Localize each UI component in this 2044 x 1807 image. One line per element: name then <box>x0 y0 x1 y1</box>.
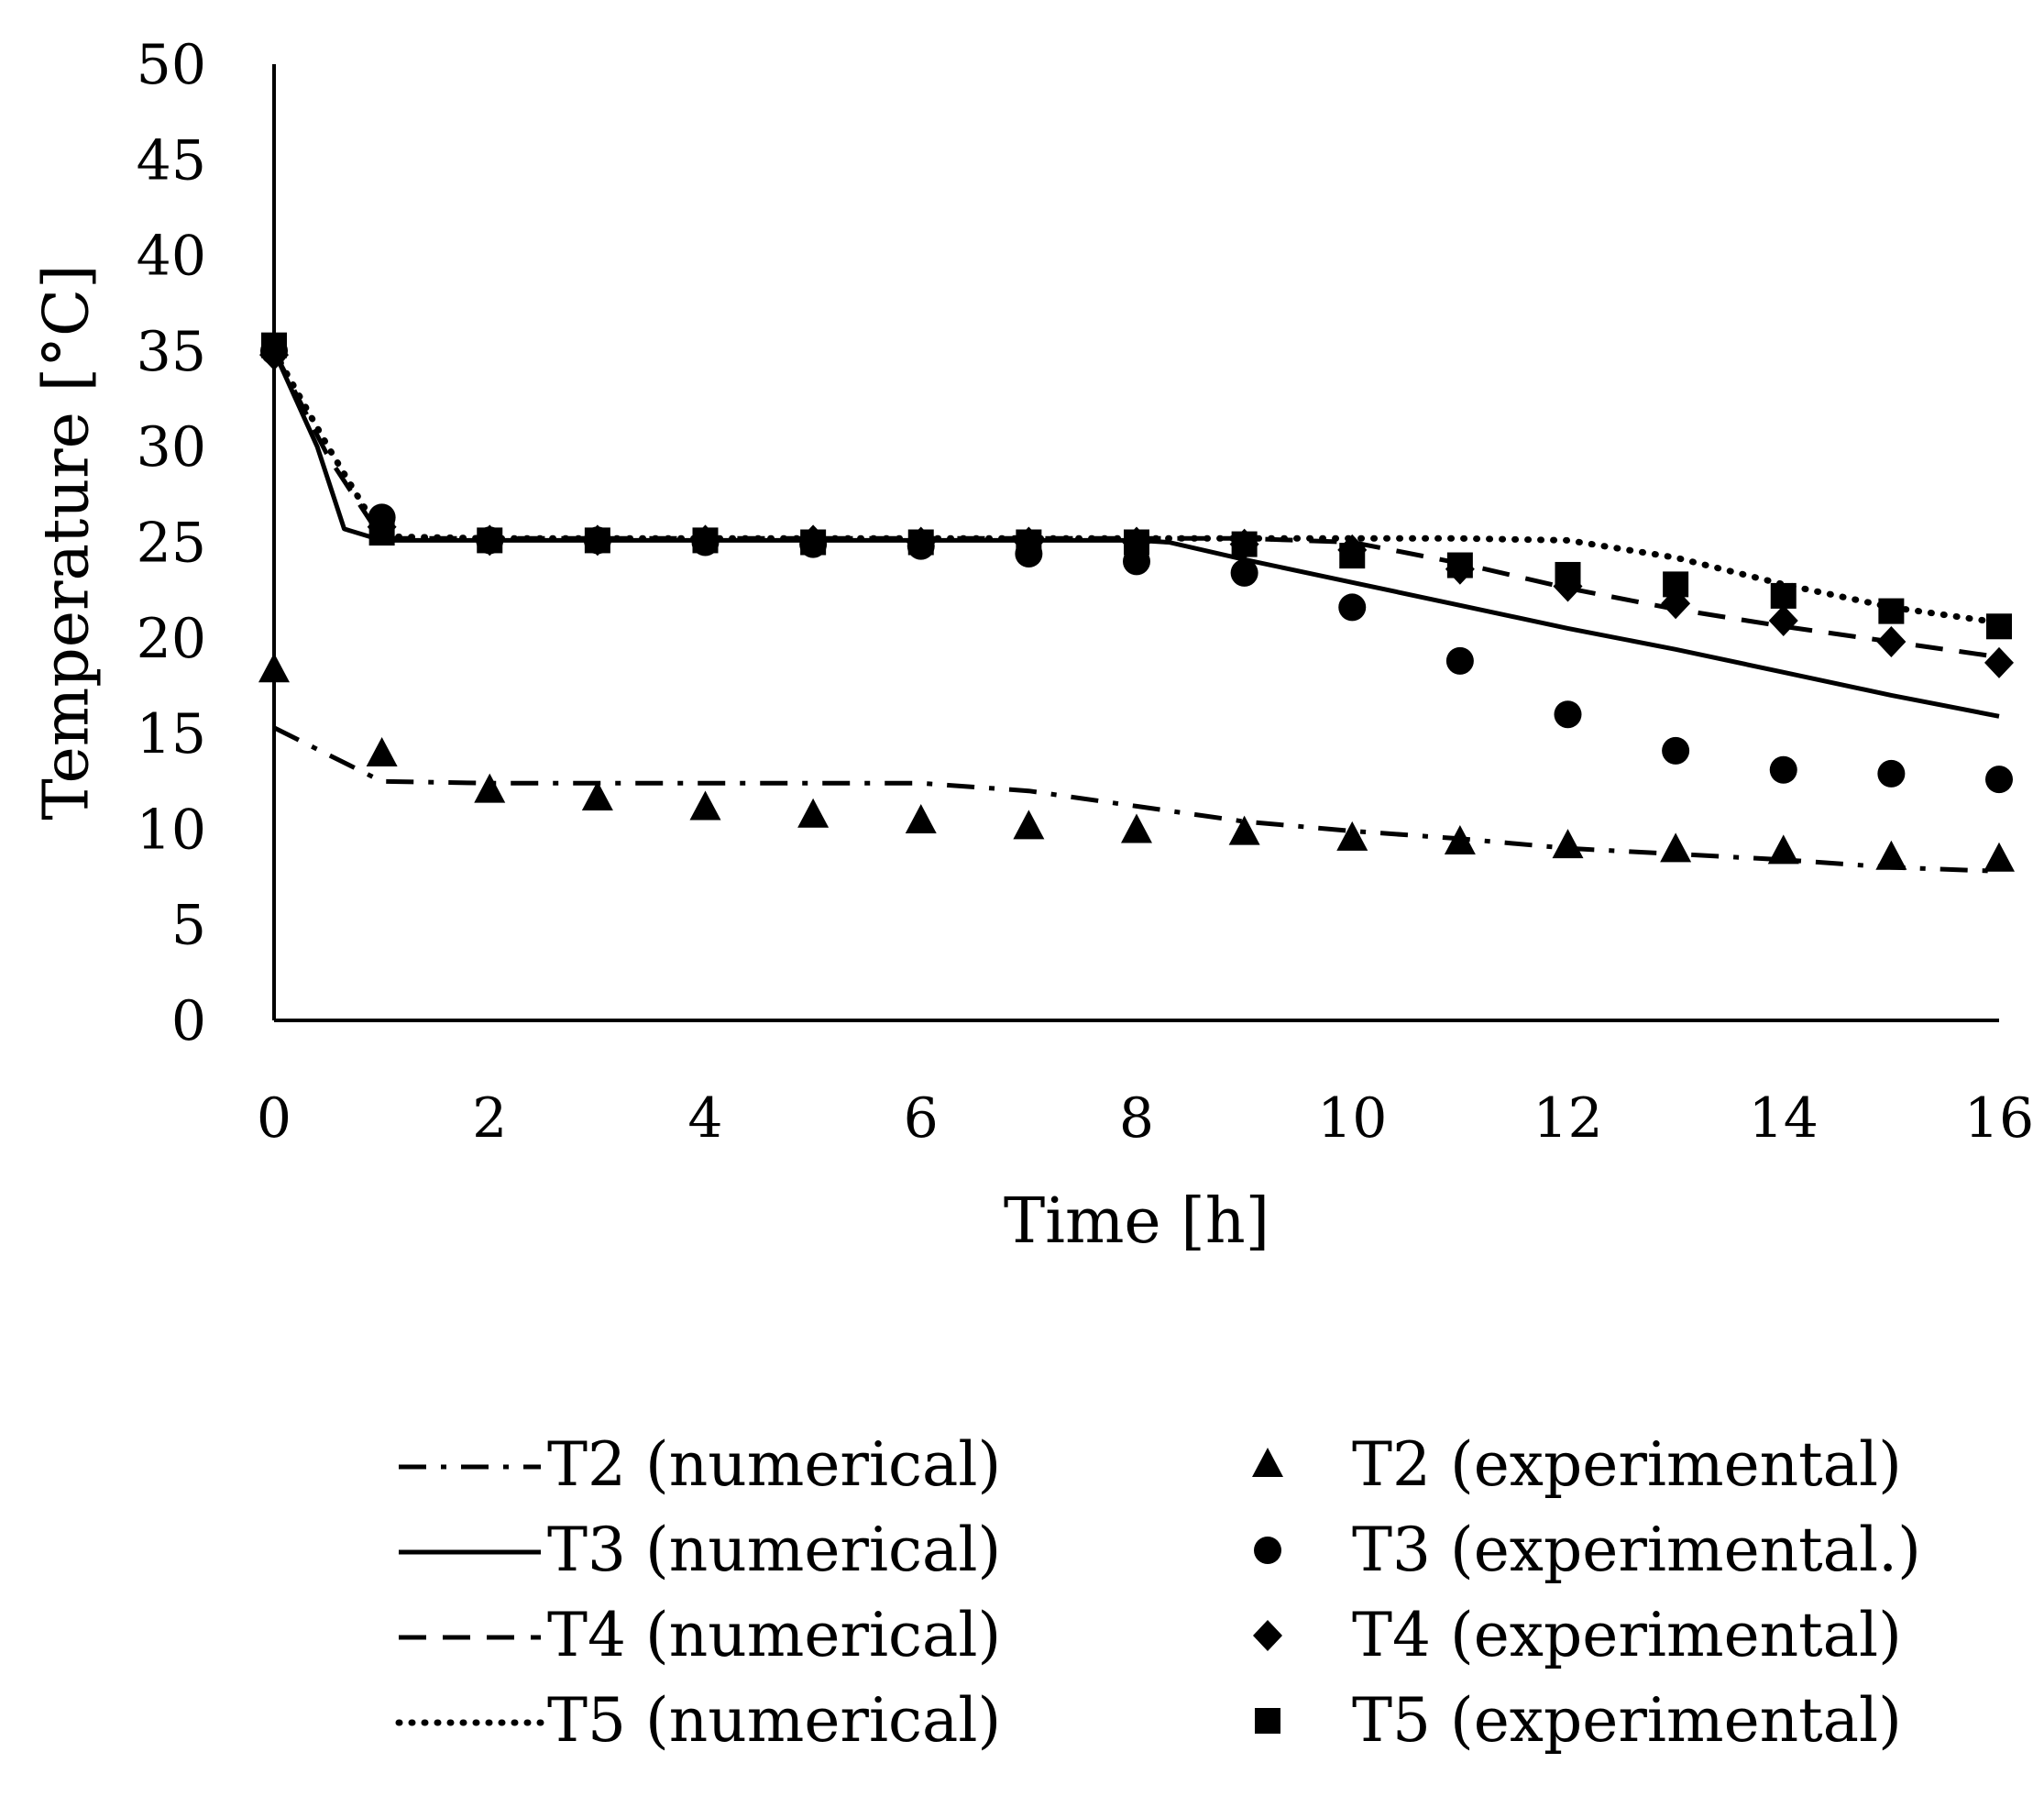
data-point-square <box>261 332 287 358</box>
data-point-triangle <box>1767 834 1799 865</box>
data-point-square <box>1555 561 1581 588</box>
data-point-circle <box>1230 558 1258 587</box>
legend-swatch-square <box>1255 1708 1280 1734</box>
y-tick-label: 20 <box>137 607 206 671</box>
legend-label: T5 (numerical) <box>547 1685 1001 1756</box>
legend-label: T2 (experimental) <box>1352 1429 1902 1500</box>
data-point-circle <box>1877 759 1906 788</box>
data-point-square <box>1446 552 1473 578</box>
data-point-square <box>692 527 719 554</box>
data-point-square <box>368 520 395 546</box>
x-axis-title: Time [h] <box>1004 1185 1269 1258</box>
data-point-square <box>1016 529 1042 556</box>
y-tick-labels: 0 5 10 15 20 25 30 35 40 45 50 <box>137 33 206 1053</box>
series-markers-t2-experimental <box>258 653 2015 872</box>
legend-swatch-circle <box>1254 1537 1281 1564</box>
y-tick-label: 40 <box>137 225 206 289</box>
data-point-square <box>1986 613 2012 640</box>
data-point-circle <box>1338 593 1367 622</box>
data-point-diamond <box>1768 605 1798 637</box>
data-point-diamond <box>1876 625 1907 657</box>
data-point-triangle <box>258 653 290 683</box>
legend-swatch-triangle <box>1252 1448 1283 1477</box>
data-point-square <box>1339 543 1366 569</box>
data-point-triangle <box>1984 842 2015 872</box>
y-tick-label: 10 <box>137 798 206 862</box>
data-point-diamond <box>1984 646 2014 678</box>
data-point-circle <box>1662 736 1690 765</box>
data-point-square <box>584 527 610 554</box>
data-point-triangle <box>905 804 937 834</box>
data-point-triangle <box>474 773 506 803</box>
data-point-triangle <box>366 737 398 767</box>
legend-label: T4 (numerical) <box>547 1600 1001 1670</box>
data-point-square <box>1124 529 1149 556</box>
data-point-triangle <box>1121 813 1152 843</box>
data-point-circle <box>1769 755 1797 784</box>
legend-label: T3 (experimental.) <box>1352 1515 1921 1585</box>
legend: T2 (numerical) T3 (numerical) T4 (numerica… <box>395 1429 1921 1756</box>
data-point-triangle <box>1444 825 1476 855</box>
data-point-triangle <box>581 781 613 811</box>
x-tick-label: 6 <box>904 1086 939 1151</box>
y-tick-label: 15 <box>137 702 206 766</box>
x-tick-label: 16 <box>1964 1086 2034 1151</box>
data-point-triangle <box>1875 840 1907 870</box>
legend-swatch-diamond <box>1253 1620 1282 1651</box>
data-point-circle <box>1445 646 1474 675</box>
y-tick-label: 35 <box>137 320 206 384</box>
x-tick-label: 8 <box>1119 1086 1154 1151</box>
x-tick-label: 14 <box>1749 1086 1819 1151</box>
data-point-triangle <box>797 798 830 828</box>
data-point-square <box>1770 582 1797 609</box>
y-tick-label: 45 <box>137 128 206 193</box>
data-point-triangle <box>1336 821 1368 851</box>
series-markers-t5-experimental <box>261 332 2012 640</box>
y-tick-label: 5 <box>171 894 206 958</box>
data-point-triangle <box>1660 832 1692 863</box>
legend-label: T5 (experimental) <box>1352 1685 1902 1756</box>
x-tick-label: 0 <box>257 1086 291 1151</box>
data-point-square <box>1878 598 1905 624</box>
data-point-square <box>800 529 827 556</box>
experimental-series-markers <box>258 332 2015 872</box>
y-tick-label: 50 <box>137 33 206 97</box>
data-point-circle <box>1985 766 2013 794</box>
data-point-square <box>1231 531 1258 557</box>
x-tick-label: 2 <box>472 1086 507 1151</box>
x-tick-label: 4 <box>687 1086 722 1151</box>
data-point-triangle <box>689 790 721 821</box>
legend-label: T3 (numerical) <box>547 1515 1001 1585</box>
x-tick-label: 12 <box>1533 1086 1602 1151</box>
legend-label: T2 (numerical) <box>547 1429 1001 1500</box>
y-tick-label: 30 <box>137 415 206 479</box>
data-point-triangle <box>1228 815 1260 845</box>
data-point-circle <box>1554 700 1582 729</box>
x-tick-labels: 0 2 4 6 8 10 12 14 16 <box>257 1086 2034 1151</box>
data-point-triangle <box>1552 829 1584 859</box>
y-axis-title: Temperature [°C] <box>31 264 104 820</box>
y-tick-label: 0 <box>171 989 206 1053</box>
data-point-square <box>907 529 934 556</box>
data-point-triangle <box>1013 810 1045 840</box>
axes <box>272 64 1999 1022</box>
data-point-square <box>1663 571 1689 598</box>
data-point-square <box>477 527 503 554</box>
y-tick-label: 25 <box>137 512 206 576</box>
legend-label: T4 (experimental) <box>1352 1600 1902 1670</box>
x-tick-label: 10 <box>1317 1086 1387 1151</box>
